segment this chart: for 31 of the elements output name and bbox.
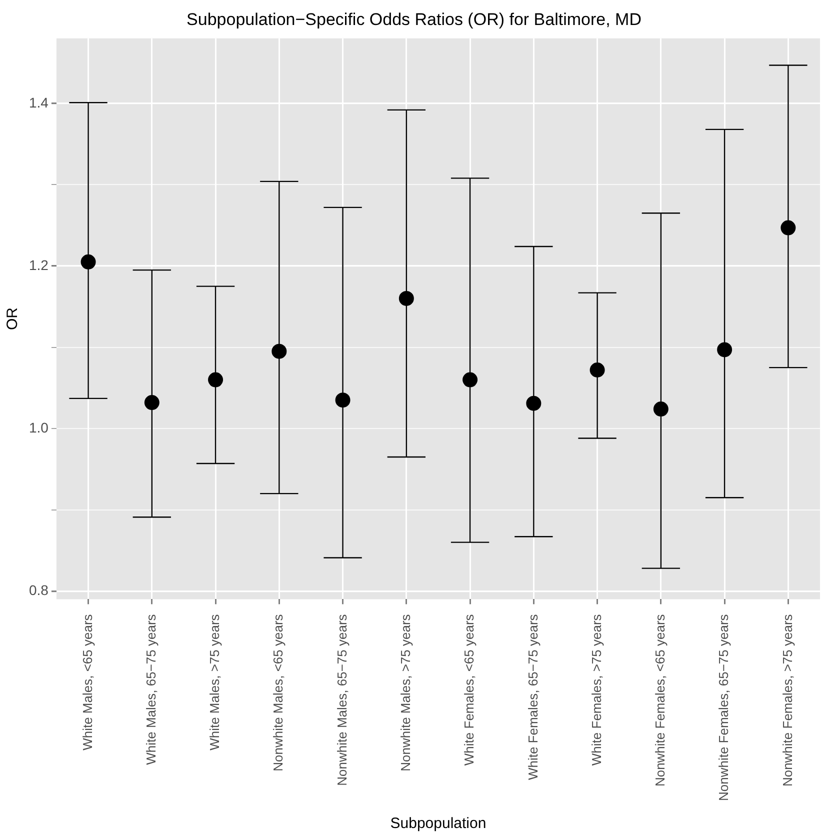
x-tick-label: White Females, <65 years: [462, 614, 477, 766]
x-tick-label: Nonwhite Males, <65 years: [270, 614, 286, 772]
point: [462, 372, 478, 388]
x-tick-label: Nonwhite Females, 65−75 years: [716, 614, 732, 802]
x-tick-label: White Females, 65−75 years: [525, 614, 540, 780]
point: [272, 344, 287, 359]
point: [717, 342, 732, 358]
x-tick-label: White Males, <65 years: [80, 614, 95, 750]
x-tick-label: Nonwhite Males, 65−75 years: [334, 614, 350, 786]
y-axis-title: OR: [4, 307, 22, 330]
point: [398, 290, 414, 306]
point: [144, 395, 160, 410]
y-tick-label: 1.2: [28, 256, 49, 273]
x-tick-label: Nonwhite Females, <65 years: [652, 614, 668, 787]
chart-title: Subpopulation−Specific Odds Ratios (OR) for Baltimore, MD: [186, 10, 642, 29]
y-tick-label: 0.8: [28, 582, 49, 598]
y-tick-label: 1.0: [28, 419, 49, 436]
point: [590, 362, 605, 378]
x-tick-label: Nonwhite Females, >75 years: [780, 614, 795, 787]
point: [335, 392, 350, 408]
point: [653, 402, 668, 417]
x-tick-label: Nonwhite Males, >75 years: [398, 614, 413, 772]
point: [780, 220, 796, 236]
x-tick-label: White Males, >75 years: [207, 614, 222, 750]
x-axis-title: Subpopulation: [390, 815, 486, 832]
point: [80, 254, 96, 270]
y-tick-label: 1.4: [28, 94, 49, 110]
point: [526, 396, 542, 411]
x-tick-label: White Females, >75 years: [588, 614, 604, 766]
x-tick-label: White Males, 65−75 years: [143, 614, 158, 765]
point: [208, 372, 224, 388]
